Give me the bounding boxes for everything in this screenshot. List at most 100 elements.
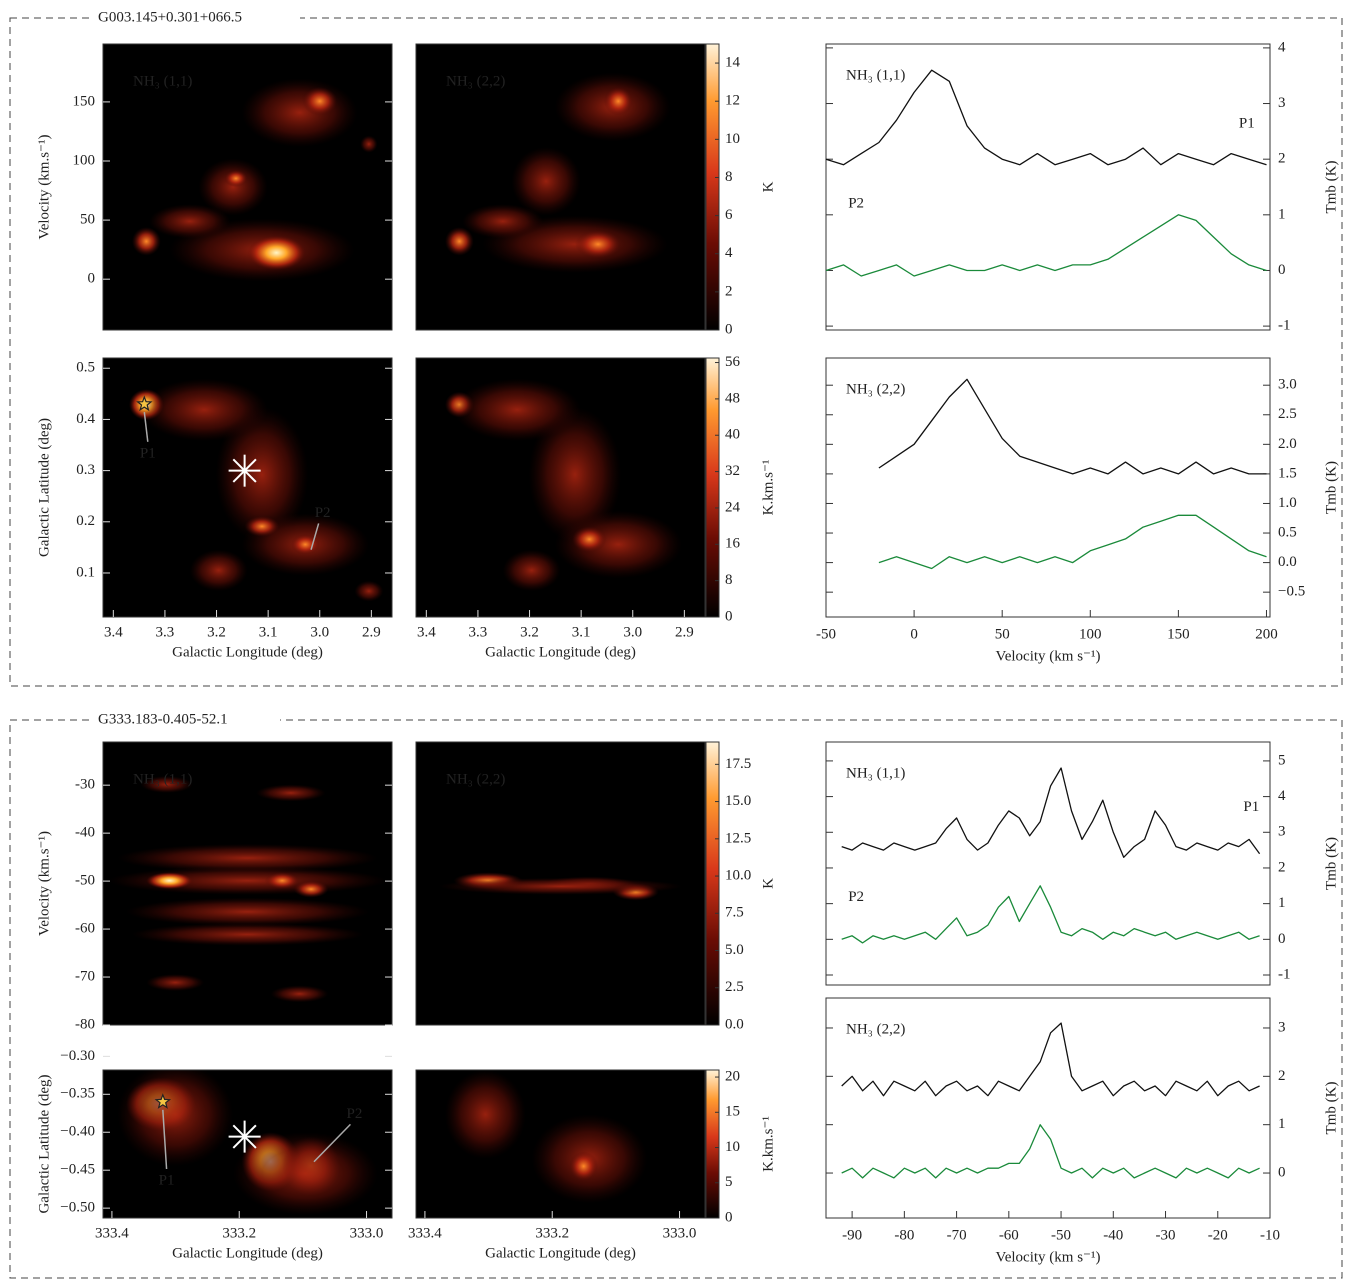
x-axis-label: Galactic Longitude (deg) [172, 644, 323, 660]
panel-annotation: NH₃ (2,2) [446, 771, 505, 787]
y-tick-label: 0 [88, 271, 96, 287]
emission-blob [140, 775, 193, 793]
colorbar-tick-label: 20 [725, 1068, 740, 1084]
colorbar [705, 43, 720, 331]
x-tick-label: -40 [1103, 1227, 1123, 1243]
x-tick-label: 3.4 [104, 624, 123, 640]
label-bg [90, 8, 300, 28]
peak-star [136, 395, 153, 412]
emission-blob [270, 985, 329, 1003]
emission-blob [439, 877, 682, 895]
emission-blob [149, 204, 231, 239]
y-axis-label: Tmb (K) [1323, 461, 1339, 514]
colorbar-tick-label: 0 [725, 1209, 733, 1225]
y-tick-label: 4 [1278, 788, 1286, 804]
x-tick-label: -10 [1260, 1227, 1280, 1243]
x-tick-label: 3.4 [417, 624, 436, 640]
spectrum-line [841, 1124, 1260, 1179]
emission-blob [233, 1132, 378, 1216]
x-tick-label: 0 [910, 626, 918, 642]
emission-blob [224, 169, 248, 187]
y-axis-label: Velocity (km.s⁻¹) [36, 135, 52, 240]
y-tick-label: 0.5 [76, 360, 95, 376]
y-tick-label: 3 [1278, 1019, 1286, 1035]
x-tick-label: -20 [1208, 1227, 1228, 1243]
x-tick-label: -80 [894, 1227, 914, 1243]
panel-annotation: NH₃ (1,1) [133, 771, 192, 787]
y-tick-label: -60 [75, 921, 95, 937]
spectrum-panel: -1 0 1 2 3 4 Tmb (K) NH₃ (1,1) P1 P2 [825, 39, 1339, 334]
colorbar-tick-label: 15 [725, 1104, 740, 1120]
panel-annotation: NH₃ (1,1) [133, 73, 192, 89]
colorbar-tick-label: 2 [725, 283, 733, 299]
label-bg [90, 710, 280, 730]
panel-frame [102, 1069, 393, 1219]
spectrum-panel: -1 0 1 2 3 4 5 Tmb (K) NH₃ (1,1) P1 P2 [825, 741, 1339, 986]
peak-star [154, 1093, 172, 1109]
spectrum-line [825, 69, 1267, 166]
emission-blob [603, 86, 633, 116]
panel-frame [825, 43, 1271, 331]
colorbar-label: K.km.s⁻¹ [760, 460, 776, 516]
colorbar-tick-label: 2.5 [725, 979, 744, 995]
emission-blob [444, 1070, 526, 1159]
y-tick-label: 0.2 [76, 513, 95, 529]
emission-blob [244, 515, 280, 537]
emission [129, 378, 384, 602]
y-tick-label: 0 [1278, 262, 1286, 278]
y-tick-label: -30 [75, 777, 95, 793]
y-tick-label: -1 [1278, 318, 1291, 334]
colorbar-label: K.km.s⁻¹ [760, 1116, 776, 1172]
colorbar-tick-label: 7.5 [725, 905, 744, 921]
y-tick-label: 2 [1278, 151, 1286, 167]
x-tick-label: 333.0 [350, 1225, 384, 1241]
panel-frame [825, 997, 1271, 1219]
y-axis-label: Velocity (km.s⁻¹) [36, 831, 52, 936]
colorbar-tick-label: 56 [725, 354, 741, 370]
panel-frame [415, 43, 706, 331]
colorbar-label: K [760, 878, 776, 889]
y-tick-label: -80 [75, 1016, 95, 1032]
emission-blob [290, 534, 320, 555]
emission-blob [444, 227, 474, 256]
emission [117, 1070, 378, 1216]
series-label: P2 [848, 889, 864, 905]
y-axis-label: Tmb (K) [1323, 1082, 1339, 1135]
colorbar-label: K [760, 181, 776, 192]
colorbar-tick-label: 12.5 [725, 830, 751, 846]
y-tick-label: 3 [1278, 95, 1286, 111]
annotation-arrow [313, 1123, 351, 1163]
y-tick-label: 1 [1278, 206, 1286, 222]
source-label: G333.183-0.405-52.1 [98, 711, 228, 727]
emission [444, 1070, 648, 1204]
colorbar-tick-label: 0 [725, 608, 733, 624]
x-tick-label: 150 [1167, 626, 1190, 642]
emission-blob [462, 204, 544, 239]
spectrum-line [878, 514, 1267, 570]
emission-blob [126, 897, 369, 926]
emission-blob [574, 229, 622, 259]
emission-blob [572, 526, 607, 553]
annotation-arrow [143, 412, 149, 442]
colorbar-tick-label: 4 [725, 245, 733, 261]
y-tick-label: −0.50 [60, 1200, 95, 1216]
y-tick-label: 0 [1278, 1164, 1286, 1180]
x-axis-label: Galactic Longitude (deg) [485, 644, 636, 660]
y-tick-label: 2 [1278, 859, 1286, 875]
emission [108, 775, 387, 1003]
panel-annotation: NH₃ (2,2) [846, 1021, 905, 1037]
emission-blob [360, 135, 378, 153]
panel-annotation: NH₃ (2,2) [446, 73, 505, 89]
panel-frame [102, 43, 393, 331]
heatmap-panel: 3.4 3.3 3.2 3.1 3.0 2.9 Galactic Longitude (de… [415, 354, 776, 660]
x-tick-label: 100 [1079, 626, 1102, 642]
emission-blob [198, 158, 268, 216]
x-tick-label: 3.1 [259, 624, 278, 640]
x-axis-label: Velocity (km s⁻¹) [996, 1249, 1101, 1265]
y-tick-label: 0 [1278, 931, 1286, 947]
y-tick-label: 5 [1278, 752, 1286, 768]
emission-blob [215, 407, 309, 542]
colorbar-tick-label: 17.5 [725, 756, 751, 772]
